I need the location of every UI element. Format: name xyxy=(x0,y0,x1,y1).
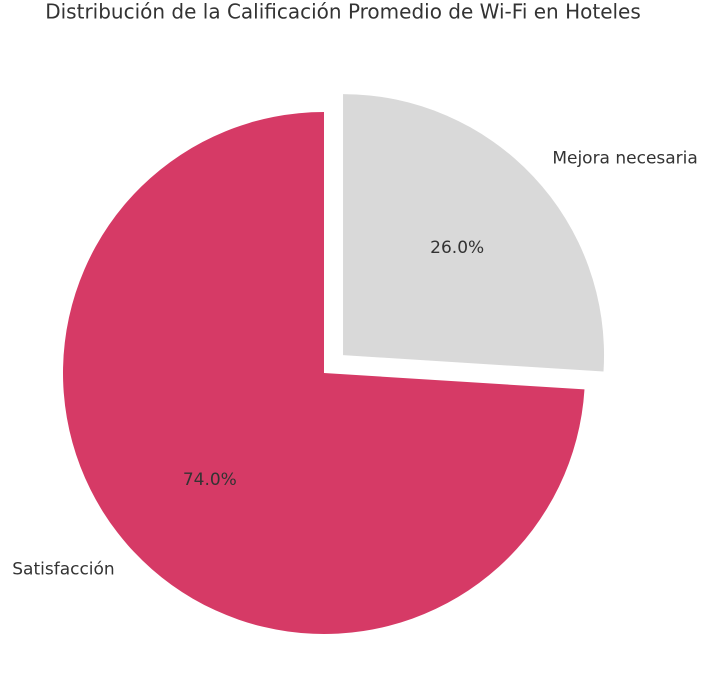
pie-slice xyxy=(343,94,605,372)
pie-slice xyxy=(63,112,585,635)
chart-title: Distribución de la Calificación Promedio… xyxy=(45,0,641,24)
value-label: 74.0% xyxy=(183,470,237,490)
value-label: 26.0% xyxy=(430,238,484,258)
slice-label: Mejora necesaria xyxy=(552,149,698,169)
slice-label: Satisfacción xyxy=(12,560,114,580)
